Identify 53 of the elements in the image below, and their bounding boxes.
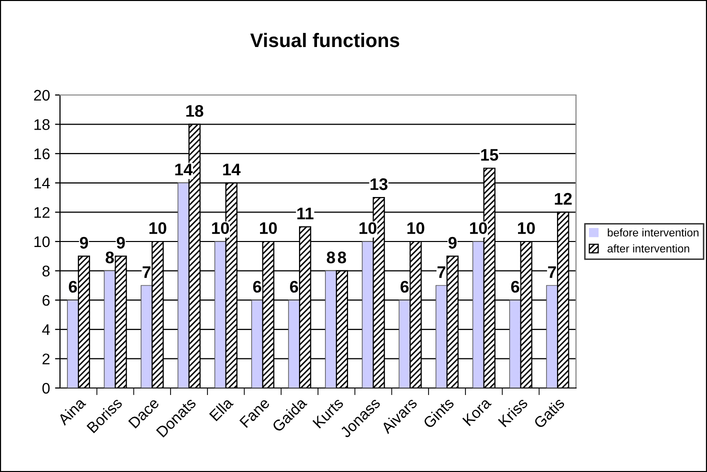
data-label: 10 [212, 222, 229, 234]
y-tick-label: 12 [34, 207, 50, 218]
data-label: 9 [116, 236, 125, 249]
data-label: 8 [338, 252, 346, 264]
data-label: 10 [518, 222, 535, 234]
y-tick-label: 4 [42, 324, 50, 335]
data-label: 8 [106, 252, 114, 264]
bar [472, 241, 484, 388]
data-label: 12 [554, 192, 572, 205]
data-label: 7 [548, 266, 556, 278]
y-tick-label: 18 [34, 119, 50, 130]
data-label: 14 [175, 164, 193, 176]
data-label: 7 [142, 266, 151, 278]
data-label: 10 [149, 222, 166, 234]
y-tick-label: 8 [42, 266, 50, 276]
data-label: 9 [448, 236, 457, 249]
bar [288, 300, 300, 388]
data-label: 6 [511, 280, 520, 293]
data-label: 7 [438, 266, 446, 278]
chart-title: Visual functions [250, 32, 400, 48]
data-label: 6 [68, 280, 77, 293]
y-tick-label: 14 [34, 178, 50, 188]
bar [140, 285, 152, 388]
data-label: 6 [290, 280, 298, 293]
bar [178, 182, 190, 388]
data-label: 18 [186, 105, 204, 117]
data-label: 10 [360, 222, 376, 234]
y-tick-label: 6 [42, 294, 50, 306]
data-label: 10 [260, 222, 277, 234]
y-tick-label: 2 [42, 354, 50, 364]
data-label: 8 [326, 252, 336, 264]
data-label: 9 [80, 236, 88, 249]
legend-label: before intervention [608, 228, 698, 237]
bar [546, 285, 558, 388]
bar [398, 300, 410, 388]
data-label: 6 [400, 280, 409, 293]
y-tick-label: 10 [34, 236, 50, 248]
data-label: 10 [407, 222, 424, 234]
bar [67, 300, 79, 388]
legend-label: after intervention [608, 244, 690, 252]
data-label: 15 [481, 149, 498, 161]
data-label: 14 [223, 164, 241, 176]
y-tick-label: 20 [34, 90, 50, 101]
data-label: 6 [253, 280, 262, 293]
y-tick-label: 0 [42, 382, 50, 394]
x-tick-label: Ella [208, 396, 234, 422]
data-label: 13 [370, 178, 388, 190]
data-label: 11 [297, 208, 314, 220]
bar [214, 241, 226, 388]
bar [436, 285, 448, 388]
bar [325, 270, 337, 388]
y-tick-label: 16 [34, 148, 50, 160]
data-label: 10 [470, 222, 487, 234]
